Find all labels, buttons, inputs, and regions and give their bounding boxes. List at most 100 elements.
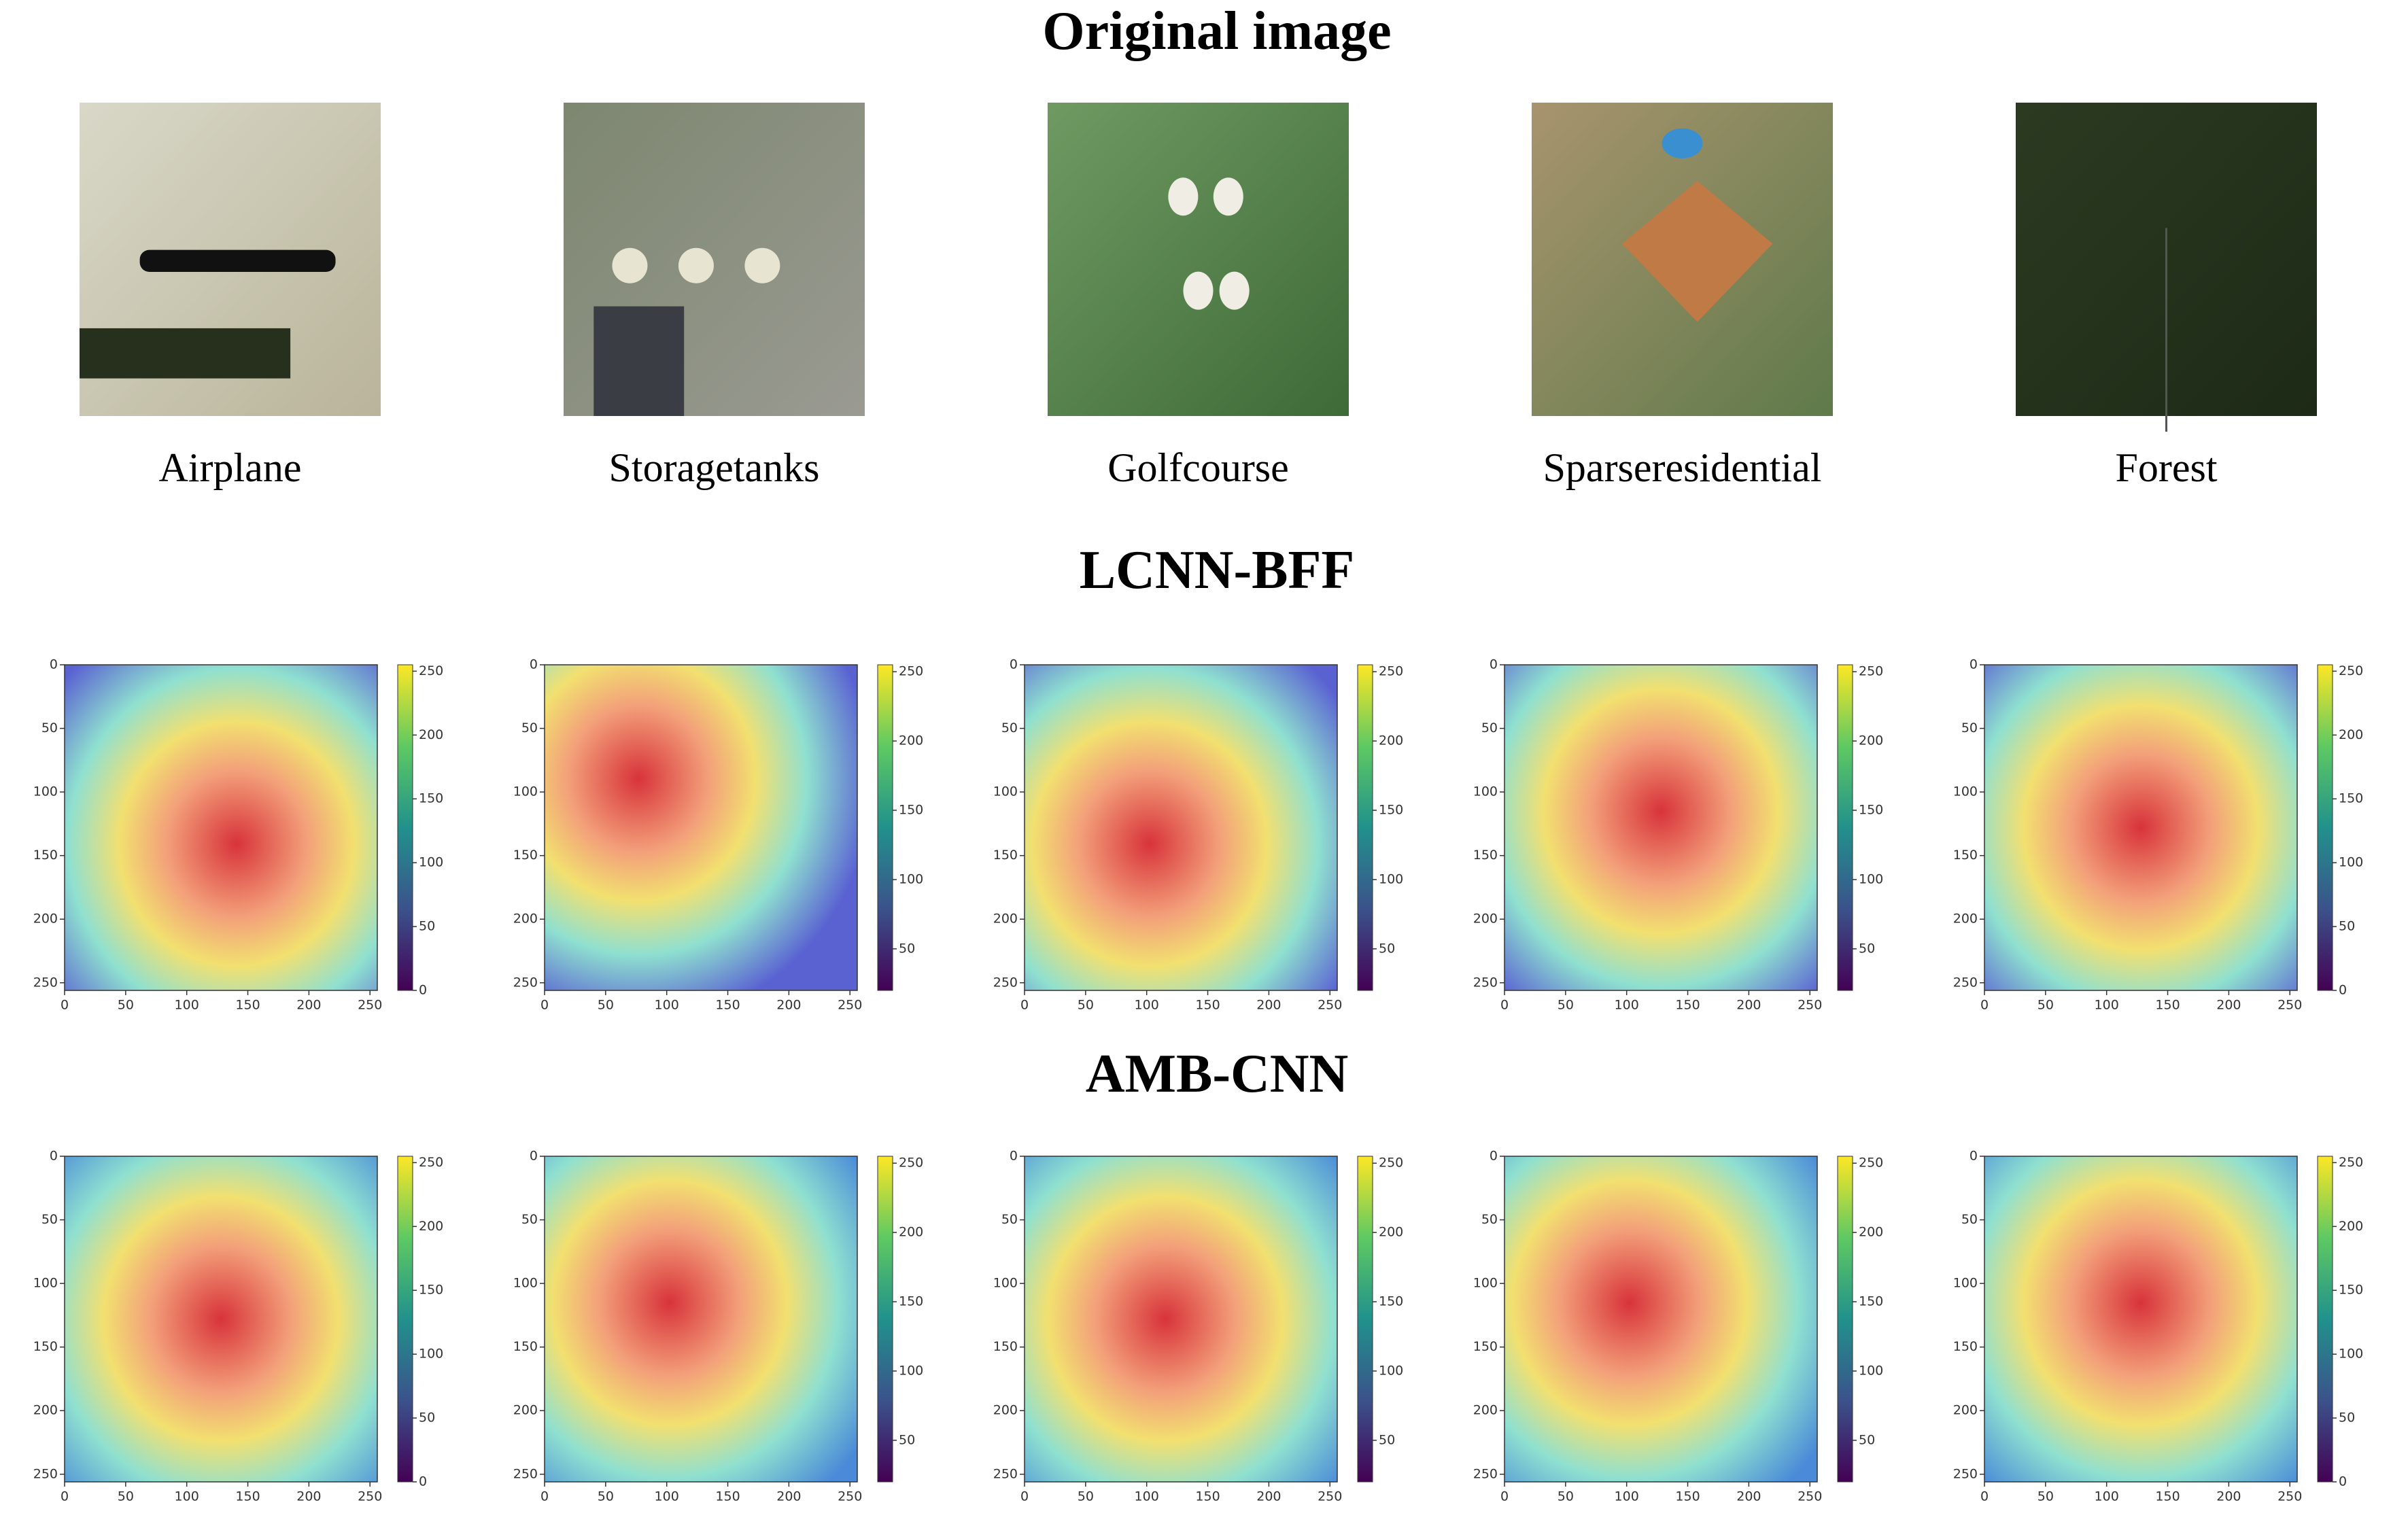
heatmap [545,665,857,990]
colorbar-tick-label: 150 [2339,1283,2363,1298]
colorbar-tick-label: 200 [1859,733,1883,748]
heatmap [1984,665,2297,990]
x-tick-label: 200 [2216,998,2241,1013]
x-tick-label: 150 [715,1489,740,1504]
colorbar-tick-label: 150 [1379,1294,1403,1309]
x-tick-label: 150 [2155,998,2180,1013]
section-title: Original image [1042,1,1391,61]
y-tick-label: 250 [1473,1466,1498,1481]
y-tick-label: 100 [1953,1276,1978,1291]
y-tick-label: 0 [1490,657,1498,672]
x-tick-label: 250 [358,1489,382,1504]
colorbar-tick-label: 0 [419,1474,427,1489]
colorbar-tick-label: 100 [1859,871,1883,886]
colorbar-tick-label: 200 [2339,727,2363,742]
x-tick-label: 50 [2037,998,2054,1013]
colorbar-tick-label: 100 [1379,871,1403,886]
colorbar-tick-label: 250 [1859,1156,1883,1171]
x-tick-label: 100 [2095,1489,2119,1504]
x-tick-label: 150 [2155,1489,2180,1504]
colorbar-tick-label: 200 [1379,733,1403,748]
colorbar-tick-label: 50 [1859,1432,1875,1447]
image-label: Storagetanks [609,445,820,490]
x-tick-label: 100 [1615,998,1639,1013]
y-tick-label: 200 [33,1403,58,1418]
x-tick-label: 50 [1078,1489,1094,1504]
y-tick-label: 0 [1970,657,1978,672]
y-tick-label: 150 [1473,1339,1498,1354]
x-tick-label: 50 [2037,1489,2054,1504]
y-tick-label: 50 [41,721,58,735]
colorbar-tick-label: 250 [1379,664,1403,679]
colorbar [1357,664,1373,991]
colorbar [397,1156,413,1483]
tank [744,247,780,283]
colorbar [1357,1156,1373,1483]
colorbar-tick-label: 200 [1379,1225,1403,1240]
colorbar-tick-label: 0 [2339,1474,2347,1489]
colorbar-tick-label: 100 [2339,1347,2363,1362]
x-tick-label: 0 [61,1489,69,1504]
x-tick-label: 200 [1736,1489,1761,1504]
y-tick-label: 50 [1001,1212,1018,1227]
y-tick-label: 0 [50,1149,58,1164]
y-tick-label: 0 [1490,1149,1498,1164]
x-tick-label: 100 [175,1489,199,1504]
y-tick-label: 50 [521,721,538,735]
y-tick-label: 50 [41,1212,58,1227]
colorbar-tick-label: 0 [419,983,427,998]
colorbar-tick-label: 100 [419,855,443,870]
building [594,306,685,416]
colorbar-tick-label: 50 [1379,941,1395,956]
heatmap [1504,665,1817,990]
x-tick-label: 100 [655,998,679,1013]
y-tick-label: 150 [993,848,1018,863]
colorbar-tick-label: 50 [419,1410,435,1425]
colorbar-tick-label: 250 [899,664,923,679]
x-tick-label: 150 [1675,1489,1700,1504]
y-tick-label: 0 [530,1149,538,1164]
colorbar-tick-label: 200 [2339,1219,2363,1234]
y-tick-label: 0 [1010,657,1018,672]
x-tick-label: 200 [296,998,321,1013]
x-tick-label: 100 [1615,1489,1639,1504]
colorbar-tick-label: 50 [899,941,915,956]
colorbar-tick-label: 250 [1859,664,1883,679]
colorbar-tick-label: 50 [2339,1410,2355,1425]
y-tick-label: 0 [1970,1149,1978,1164]
colorbar-tick-label: 200 [899,1225,923,1240]
colorbar-tick-label: 150 [899,803,923,818]
image-label: Airplane [159,445,302,490]
colorbar-tick-label: 200 [419,727,443,742]
x-tick-label: 0 [540,1489,549,1504]
x-tick-label: 50 [598,1489,614,1504]
x-tick-label: 150 [715,998,740,1013]
x-tick-label: 100 [655,1489,679,1504]
y-tick-label: 150 [513,848,538,863]
y-tick-label: 150 [513,1339,538,1354]
x-tick-label: 150 [1195,998,1220,1013]
y-tick-label: 200 [1953,1403,1978,1418]
bunker [1183,271,1214,310]
colorbar [1837,1156,1853,1483]
x-tick-label: 50 [598,998,614,1013]
x-tick-label: 200 [1736,998,1761,1013]
y-tick-label: 200 [513,1403,538,1418]
y-tick-label: 200 [1473,912,1498,926]
colorbar [397,664,413,991]
y-tick-label: 150 [1953,1339,1978,1354]
original-image [1048,103,1349,416]
colorbar-tick-label: 0 [2339,983,2347,998]
x-tick-label: 0 [1020,998,1029,1013]
y-tick-label: 150 [1473,848,1498,863]
x-tick-label: 250 [1318,998,1342,1013]
y-tick-label: 150 [1953,848,1978,863]
colorbar-tick-label: 250 [419,663,443,678]
colorbar [877,1156,893,1483]
x-tick-label: 250 [1318,1489,1342,1504]
y-tick-label: 0 [50,657,58,672]
bunker [1168,177,1199,216]
heatmap [545,1156,857,1482]
colorbar-tick-label: 50 [899,1432,915,1447]
